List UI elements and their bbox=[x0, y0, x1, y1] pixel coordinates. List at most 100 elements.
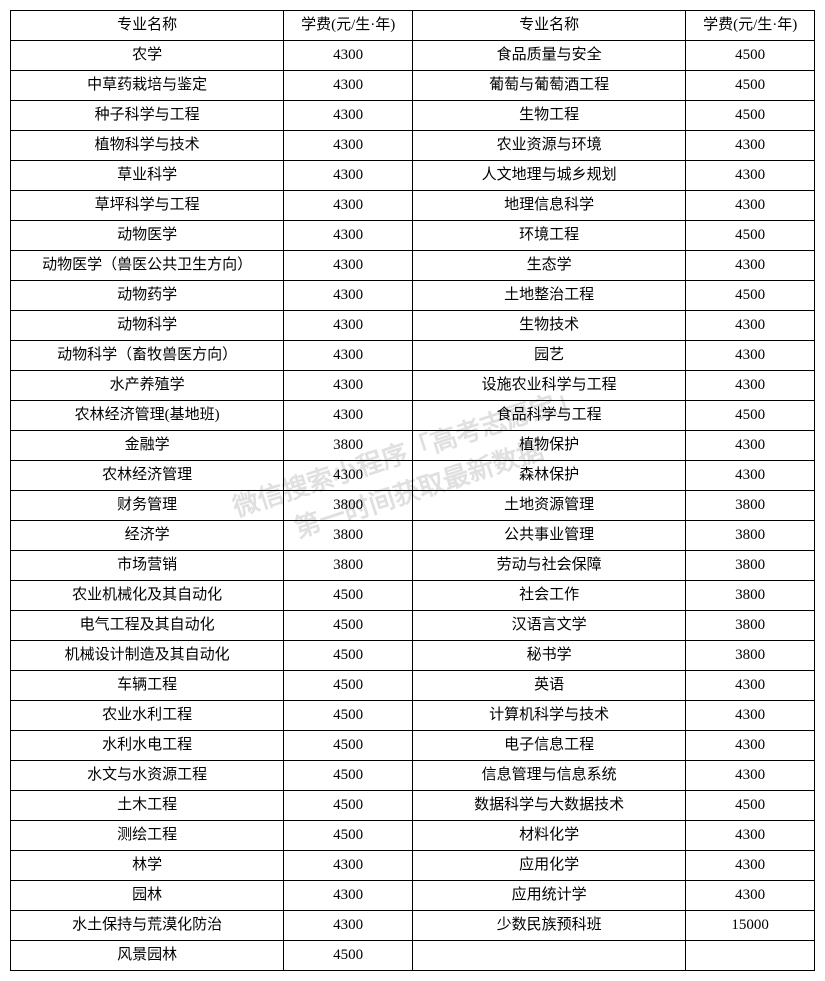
major-name-cell: 草业科学 bbox=[11, 161, 284, 191]
major-name-cell: 电气工程及其自动化 bbox=[11, 611, 284, 641]
tuition-fee-cell: 4300 bbox=[284, 71, 413, 101]
major-name-cell: 社会工作 bbox=[412, 581, 685, 611]
tuition-fee-cell: 4500 bbox=[686, 791, 815, 821]
table-row: 水土保持与荒漠化防治4300少数民族预科班15000 bbox=[11, 911, 815, 941]
table-row: 动物科学4300生物技术4300 bbox=[11, 311, 815, 341]
tuition-fee-cell: 3800 bbox=[686, 611, 815, 641]
tuition-fee-cell: 3800 bbox=[686, 551, 815, 581]
major-name-cell: 车辆工程 bbox=[11, 671, 284, 701]
table-row: 水文与水资源工程4500信息管理与信息系统4300 bbox=[11, 761, 815, 791]
table-row: 农学4300食品质量与安全4500 bbox=[11, 41, 815, 71]
major-name-cell: 财务管理 bbox=[11, 491, 284, 521]
tuition-fee-cell: 4300 bbox=[284, 41, 413, 71]
table-row: 动物医学（兽医公共卫生方向）4300生态学4300 bbox=[11, 251, 815, 281]
major-name-cell: 地理信息科学 bbox=[412, 191, 685, 221]
tuition-fee-cell: 4300 bbox=[284, 191, 413, 221]
table-row: 农林经济管理(基地班)4300食品科学与工程4500 bbox=[11, 401, 815, 431]
major-name-cell: 土地资源管理 bbox=[412, 491, 685, 521]
tuition-fee-cell bbox=[686, 941, 815, 971]
major-name-cell: 市场营销 bbox=[11, 551, 284, 581]
table-row: 中草药栽培与鉴定4300葡萄与葡萄酒工程4500 bbox=[11, 71, 815, 101]
tuition-fee-cell: 3800 bbox=[284, 551, 413, 581]
major-name-cell: 经济学 bbox=[11, 521, 284, 551]
tuition-fee-cell: 4300 bbox=[284, 461, 413, 491]
tuition-fee-cell: 4300 bbox=[284, 341, 413, 371]
tuition-fee-cell: 4500 bbox=[284, 761, 413, 791]
table-row: 土木工程4500数据科学与大数据技术4500 bbox=[11, 791, 815, 821]
major-name-cell: 应用化学 bbox=[412, 851, 685, 881]
major-name-cell: 测绘工程 bbox=[11, 821, 284, 851]
tuition-fee-cell: 4300 bbox=[686, 131, 815, 161]
major-name-cell: 农业资源与环境 bbox=[412, 131, 685, 161]
col-header-fee-right: 学费(元/生·年) bbox=[686, 11, 815, 41]
tuition-fee-cell: 4500 bbox=[284, 671, 413, 701]
major-name-cell: 汉语言文学 bbox=[412, 611, 685, 641]
major-name-cell: 少数民族预科班 bbox=[412, 911, 685, 941]
table-row: 财务管理3800土地资源管理3800 bbox=[11, 491, 815, 521]
major-name-cell: 计算机科学与技术 bbox=[412, 701, 685, 731]
table-header-row: 专业名称 学费(元/生·年) 专业名称 学费(元/生·年) bbox=[11, 11, 815, 41]
tuition-fee-cell: 4300 bbox=[284, 101, 413, 131]
tuition-fee-cell: 4300 bbox=[686, 161, 815, 191]
tuition-fee-cell: 4300 bbox=[686, 311, 815, 341]
major-name-cell: 水文与水资源工程 bbox=[11, 761, 284, 791]
major-name-cell: 植物保护 bbox=[412, 431, 685, 461]
tuition-fee-cell: 3800 bbox=[686, 641, 815, 671]
major-name-cell: 园艺 bbox=[412, 341, 685, 371]
tuition-fee-cell: 4500 bbox=[686, 221, 815, 251]
major-name-cell: 农学 bbox=[11, 41, 284, 71]
major-name-cell: 秘书学 bbox=[412, 641, 685, 671]
tuition-fee-cell: 4300 bbox=[686, 341, 815, 371]
major-name-cell: 信息管理与信息系统 bbox=[412, 761, 685, 791]
tuition-fee-cell: 4500 bbox=[686, 101, 815, 131]
col-header-name-right: 专业名称 bbox=[412, 11, 685, 41]
tuition-fee-cell: 4300 bbox=[284, 131, 413, 161]
major-name-cell: 环境工程 bbox=[412, 221, 685, 251]
major-name-cell: 风景园林 bbox=[11, 941, 284, 971]
major-name-cell: 英语 bbox=[412, 671, 685, 701]
tuition-fee-cell: 4500 bbox=[284, 701, 413, 731]
tuition-fee-cell: 4300 bbox=[686, 431, 815, 461]
table-row: 农业机械化及其自动化4500社会工作3800 bbox=[11, 581, 815, 611]
major-name-cell: 动物科学（畜牧兽医方向） bbox=[11, 341, 284, 371]
major-name-cell: 材料化学 bbox=[412, 821, 685, 851]
tuition-fee-cell: 4500 bbox=[284, 641, 413, 671]
major-name-cell: 草坪科学与工程 bbox=[11, 191, 284, 221]
tuition-fee-cell: 4500 bbox=[284, 791, 413, 821]
tuition-fee-cell: 4300 bbox=[284, 401, 413, 431]
tuition-table: 专业名称 学费(元/生·年) 专业名称 学费(元/生·年) 农学4300食品质量… bbox=[10, 10, 815, 971]
major-name-cell: 数据科学与大数据技术 bbox=[412, 791, 685, 821]
major-name-cell: 食品科学与工程 bbox=[412, 401, 685, 431]
tuition-fee-cell: 4500 bbox=[284, 731, 413, 761]
tuition-fee-cell: 4500 bbox=[284, 581, 413, 611]
tuition-fee-cell: 4300 bbox=[686, 461, 815, 491]
major-name-cell: 水利水电工程 bbox=[11, 731, 284, 761]
tuition-fee-cell: 4500 bbox=[284, 941, 413, 971]
tuition-fee-cell: 3800 bbox=[686, 521, 815, 551]
tuition-fee-cell: 4300 bbox=[686, 371, 815, 401]
tuition-fee-cell: 4300 bbox=[686, 821, 815, 851]
major-name-cell: 动物医学 bbox=[11, 221, 284, 251]
major-name-cell: 生态学 bbox=[412, 251, 685, 281]
tuition-fee-cell: 4300 bbox=[686, 191, 815, 221]
major-name-cell bbox=[412, 941, 685, 971]
major-name-cell: 应用统计学 bbox=[412, 881, 685, 911]
table-row: 金融学3800植物保护4300 bbox=[11, 431, 815, 461]
major-name-cell: 植物科学与技术 bbox=[11, 131, 284, 161]
major-name-cell: 土地整治工程 bbox=[412, 281, 685, 311]
major-name-cell: 设施农业科学与工程 bbox=[412, 371, 685, 401]
tuition-fee-cell: 3800 bbox=[686, 581, 815, 611]
table-row: 水利水电工程4500电子信息工程4300 bbox=[11, 731, 815, 761]
table-row: 测绘工程4500材料化学4300 bbox=[11, 821, 815, 851]
major-name-cell: 农业水利工程 bbox=[11, 701, 284, 731]
major-name-cell: 食品质量与安全 bbox=[412, 41, 685, 71]
table-row: 水产养殖学4300设施农业科学与工程4300 bbox=[11, 371, 815, 401]
tuition-fee-cell: 4500 bbox=[686, 281, 815, 311]
table-row: 林学4300应用化学4300 bbox=[11, 851, 815, 881]
tuition-fee-cell: 4500 bbox=[686, 71, 815, 101]
col-header-name-left: 专业名称 bbox=[11, 11, 284, 41]
major-name-cell: 中草药栽培与鉴定 bbox=[11, 71, 284, 101]
col-header-fee-left: 学费(元/生·年) bbox=[284, 11, 413, 41]
major-name-cell: 水土保持与荒漠化防治 bbox=[11, 911, 284, 941]
major-name-cell: 林学 bbox=[11, 851, 284, 881]
